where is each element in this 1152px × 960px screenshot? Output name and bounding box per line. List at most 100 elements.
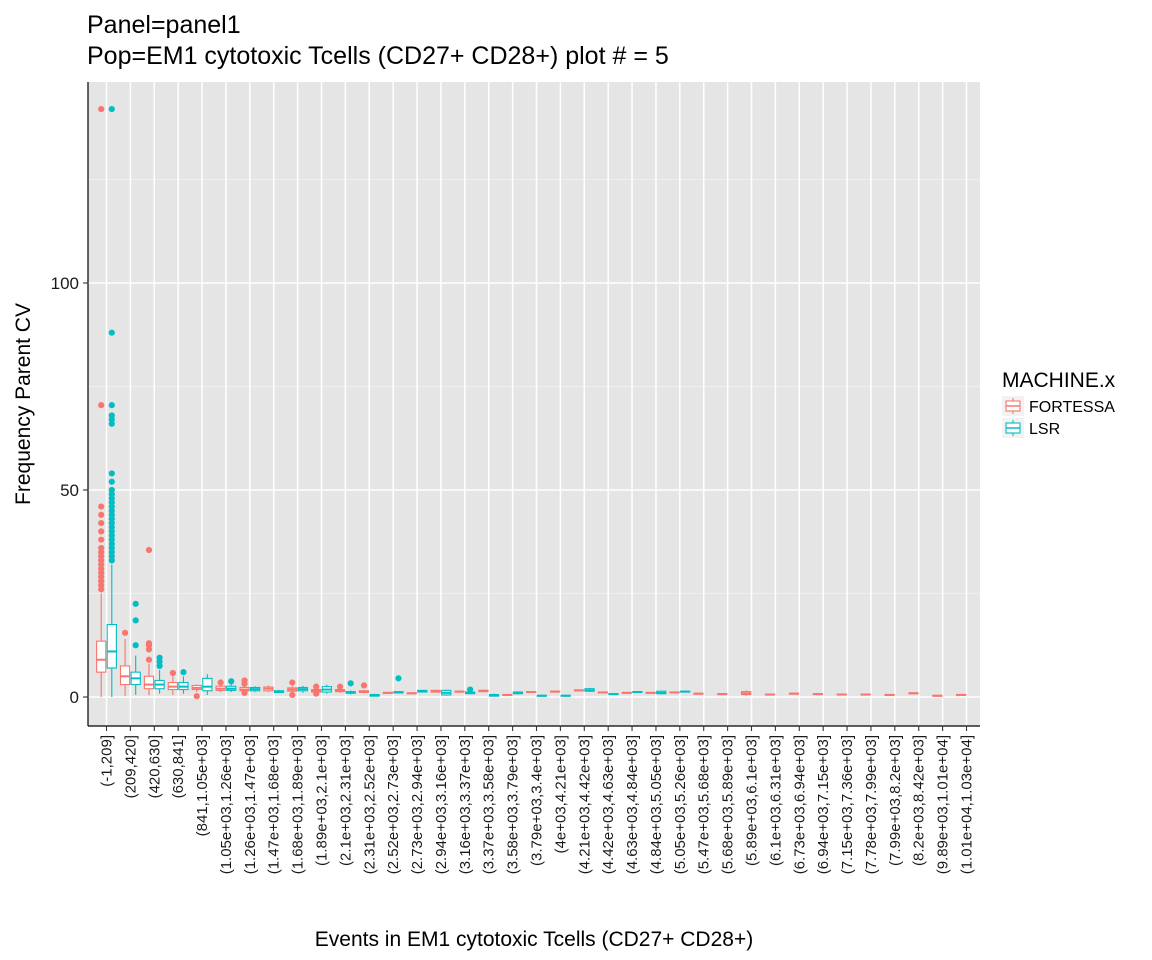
box-fortessa xyxy=(764,693,776,696)
x-tick-label: (7.78e+03,7.99e+03] xyxy=(863,735,880,874)
outlier-point xyxy=(108,470,115,477)
outlier-point xyxy=(132,617,139,624)
legend: MACHINE.x FORTESSA LSR xyxy=(1002,369,1116,438)
box-fortessa xyxy=(454,690,465,693)
outlier-point xyxy=(336,683,344,690)
box-lsr xyxy=(154,654,165,694)
x-tick-label: (8.2e+03,8.42e+03] xyxy=(911,735,928,866)
box-fortessa xyxy=(597,691,609,694)
x-tick-label: (2.31e+03,2.52e+03] xyxy=(361,735,378,874)
outlier-point xyxy=(108,412,115,419)
x-tick-label: (2.52e+03,2.73e+03] xyxy=(385,735,402,874)
outlier-point xyxy=(180,669,187,676)
x-tick-label: (3.79e+03,3.4e+03] xyxy=(529,735,546,866)
x-tick-label: (5.68e+03,5.89e+03] xyxy=(720,735,737,874)
y-tick-label: 50 xyxy=(60,481,79,500)
box-body xyxy=(106,623,117,669)
box-fortessa xyxy=(836,693,847,696)
box-body xyxy=(96,640,107,673)
outlier-point xyxy=(98,402,105,409)
box-fortessa xyxy=(621,691,632,694)
outlier-point xyxy=(108,478,115,485)
box-fortessa xyxy=(860,693,871,696)
outlier-point xyxy=(98,106,105,113)
x-tick-label: (-1,209] xyxy=(99,735,116,787)
outlier-point xyxy=(98,536,105,543)
x-tick-label: (3.58e+03,3.79e+03] xyxy=(505,735,522,874)
box-lsr xyxy=(679,690,691,693)
y-tick-label: 100 xyxy=(51,274,79,293)
box-fortessa xyxy=(956,693,967,696)
x-tick-label: (7.15e+03,7.36e+03] xyxy=(839,735,856,874)
box-fortessa xyxy=(526,691,537,694)
x-tick-label: (3.16e+03,3.37e+03] xyxy=(457,735,474,874)
outlier-point xyxy=(289,691,296,699)
x-tick-label: (6.1e+03,6.31e+03] xyxy=(767,735,784,866)
plot-panel xyxy=(88,82,980,726)
x-tick-label: (4.84e+03,5.05e+03] xyxy=(648,735,665,874)
x-tick-label: (4e+03,4.21e+03] xyxy=(552,735,569,853)
box-fortessa xyxy=(788,692,800,695)
box-lsr xyxy=(345,680,356,695)
outlier-point xyxy=(145,546,153,554)
box-fortessa xyxy=(311,683,322,697)
outlier-point xyxy=(132,600,139,607)
box-layer xyxy=(96,106,967,700)
outlier-point xyxy=(108,402,115,409)
box-lsr xyxy=(297,685,309,693)
x-tick-label: (1.01e+04,1.03e+04] xyxy=(959,735,976,874)
box-fortessa xyxy=(358,682,370,694)
box-lsr xyxy=(512,691,524,695)
outlier-point xyxy=(313,683,320,690)
box-lsr xyxy=(560,694,571,697)
x-tick-label: (6.94e+03,7.15e+03] xyxy=(815,735,832,874)
box-lsr xyxy=(608,693,619,696)
outlier-point xyxy=(98,544,105,552)
box-fortessa xyxy=(96,106,107,697)
box-lsr xyxy=(584,687,595,693)
x-tick-label: (2.94e+03,3.16e+03] xyxy=(433,735,450,874)
x-tick-label: (5.05e+03,5.26e+03] xyxy=(672,735,689,874)
outlier-point xyxy=(98,528,105,535)
legend-items: FORTESSA LSR xyxy=(1002,396,1115,438)
box-fortessa xyxy=(502,693,513,696)
outlier-point xyxy=(108,106,115,113)
outlier-point xyxy=(121,629,129,636)
outlier-point xyxy=(217,679,224,686)
x-tick-label: (209,420] xyxy=(122,735,139,798)
box-lsr xyxy=(632,691,643,694)
box-fortessa xyxy=(717,693,728,696)
outlier-point xyxy=(98,503,105,510)
legend-title: MACHINE.x xyxy=(1002,369,1116,392)
box-fortessa xyxy=(334,683,346,693)
x-tick-label: (1.89e+03,2.1e+03] xyxy=(314,735,331,866)
box-fortessa xyxy=(239,677,250,696)
x-tick-label: (841,1.05e+03] xyxy=(194,735,211,836)
x-tick-label: (5.89e+03,6.1e+03] xyxy=(744,735,761,866)
x-tick-label: (1.68e+03,1.89e+03] xyxy=(290,735,307,874)
box-body xyxy=(143,675,155,690)
box-fortessa xyxy=(478,689,489,693)
outlier-point xyxy=(132,642,139,649)
box-lsr xyxy=(130,600,141,695)
box-lsr xyxy=(273,689,285,694)
box-lsr xyxy=(369,693,380,697)
outlier-point xyxy=(98,511,105,518)
series-lsr xyxy=(106,106,691,697)
outlier-point xyxy=(145,656,153,663)
outlier-point xyxy=(108,486,115,494)
x-tick-label: (420,630] xyxy=(146,735,163,798)
x-tick-label: (4.63e+03,4.84e+03] xyxy=(624,735,641,874)
box-fortessa xyxy=(908,692,919,695)
x-tick-label: (1.47e+03,1.68e+03] xyxy=(266,735,283,874)
y-axis-ticks: 0 50 100 xyxy=(51,274,88,707)
box-fortessa xyxy=(573,689,585,692)
outlier-point xyxy=(108,329,115,336)
box-fortessa xyxy=(143,546,155,696)
box-lsr xyxy=(393,675,404,694)
box-fortessa xyxy=(669,691,680,694)
x-tick-label: (630,841] xyxy=(170,735,187,798)
outlier-point xyxy=(241,677,248,684)
x-tick-label: (5.47e+03,5.68e+03] xyxy=(696,735,713,874)
